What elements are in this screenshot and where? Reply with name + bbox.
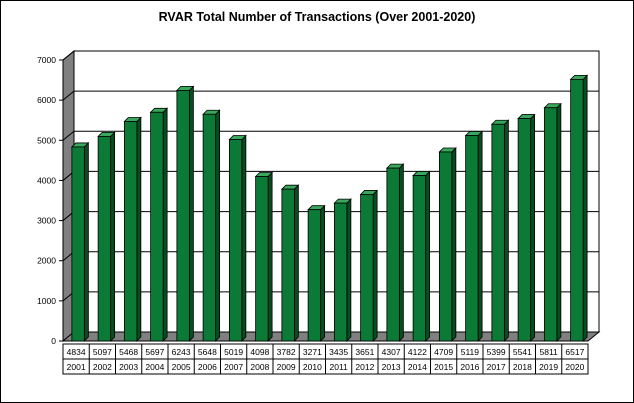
x-tick-label: 2016 bbox=[460, 362, 479, 372]
x-tick-label: 2002 bbox=[93, 362, 112, 372]
bar-side bbox=[451, 147, 457, 342]
bar-side bbox=[503, 119, 509, 342]
bar-side bbox=[136, 116, 142, 342]
bar bbox=[281, 188, 295, 342]
x-tick-label: 2019 bbox=[539, 362, 558, 372]
bar bbox=[491, 123, 505, 342]
gridline-side bbox=[62, 50, 75, 61]
data-label: 5811 bbox=[539, 347, 558, 357]
x-tick-label: 2017 bbox=[487, 362, 506, 372]
bar bbox=[386, 167, 400, 342]
bar bbox=[97, 135, 112, 342]
bar bbox=[150, 111, 164, 342]
bar-side bbox=[215, 109, 221, 342]
bar-side bbox=[556, 102, 562, 342]
x-tick-label: 2010 bbox=[303, 362, 322, 372]
y-tick-label: 3000 bbox=[37, 216, 56, 226]
x-tick-label: 2007 bbox=[224, 362, 243, 372]
bar bbox=[465, 135, 479, 342]
bar-side bbox=[425, 170, 431, 342]
bar bbox=[202, 113, 217, 342]
bar-side bbox=[477, 130, 483, 342]
y-tick-label: 1000 bbox=[37, 296, 56, 306]
x-tick-label: 2008 bbox=[250, 362, 269, 372]
bar bbox=[543, 107, 558, 342]
bar-side bbox=[530, 113, 536, 342]
data-label: 5697 bbox=[145, 347, 164, 357]
x-tick-label: 2003 bbox=[119, 362, 138, 372]
bar-side bbox=[320, 204, 326, 342]
y-tick-label: 0 bbox=[51, 336, 56, 346]
bar-side bbox=[188, 85, 194, 342]
y-tick-label: 7000 bbox=[37, 55, 56, 65]
gridline-side bbox=[62, 90, 75, 101]
data-label: 4122 bbox=[408, 347, 427, 357]
data-label: 5541 bbox=[513, 347, 532, 357]
bar bbox=[71, 146, 85, 342]
data-label: 4834 bbox=[67, 347, 86, 357]
data-label: 5119 bbox=[461, 347, 480, 357]
data-label: 4709 bbox=[434, 347, 453, 357]
chart-title: RVAR Total Number of Transactions (Over … bbox=[158, 10, 476, 24]
data-label: 5019 bbox=[224, 347, 243, 357]
bar-side bbox=[398, 163, 404, 342]
x-tick-label: 2012 bbox=[355, 362, 374, 372]
data-label: 6243 bbox=[172, 347, 191, 357]
bar bbox=[123, 121, 138, 342]
x-tick-label: 2011 bbox=[329, 362, 348, 372]
bar-side bbox=[241, 134, 247, 342]
x-tick-label: 2005 bbox=[172, 362, 191, 372]
data-label: 5399 bbox=[487, 347, 506, 357]
bar bbox=[228, 139, 243, 342]
data-label: 4307 bbox=[382, 347, 401, 357]
bar-side bbox=[582, 74, 588, 342]
y-tick-label: 2000 bbox=[37, 256, 56, 266]
y-tick-label: 4000 bbox=[37, 175, 56, 185]
x-tick-label: 2020 bbox=[565, 362, 584, 372]
x-tick-label: 2013 bbox=[382, 362, 401, 372]
bar bbox=[570, 78, 584, 342]
data-label: 5648 bbox=[198, 347, 217, 357]
data-label: 3271 bbox=[303, 347, 322, 357]
x-tick-label: 2004 bbox=[145, 362, 164, 372]
x-tick-label: 2006 bbox=[198, 362, 217, 372]
bar-side bbox=[372, 189, 378, 342]
bar bbox=[333, 202, 348, 342]
x-tick-label: 2018 bbox=[513, 362, 532, 372]
x-tick-label: 2001 bbox=[67, 362, 86, 372]
bar bbox=[255, 176, 269, 342]
bar-side bbox=[162, 107, 168, 342]
bar-side bbox=[267, 171, 273, 342]
bar-side bbox=[83, 141, 89, 342]
bar bbox=[360, 194, 374, 342]
data-label: 3435 bbox=[329, 347, 348, 357]
bar bbox=[517, 118, 532, 342]
data-label: 5468 bbox=[119, 347, 138, 357]
bar bbox=[438, 151, 453, 342]
bar bbox=[307, 209, 322, 342]
x-tick-label: 2009 bbox=[277, 362, 296, 372]
data-label: 3782 bbox=[277, 347, 296, 357]
bar bbox=[412, 175, 427, 342]
x-tick-label: 2015 bbox=[434, 362, 453, 372]
y-tick-label: 6000 bbox=[37, 95, 56, 105]
bar-side bbox=[110, 131, 116, 342]
data-label: 5097 bbox=[93, 347, 112, 357]
bar-side bbox=[346, 198, 352, 342]
data-label: 3651 bbox=[355, 347, 374, 357]
data-label: 6517 bbox=[565, 347, 584, 357]
gridline-side bbox=[62, 130, 75, 141]
bar-side bbox=[293, 184, 299, 342]
bar bbox=[176, 89, 190, 342]
data-label: 4098 bbox=[250, 347, 269, 357]
x-tick-label: 2014 bbox=[408, 362, 427, 372]
y-tick-label: 5000 bbox=[37, 135, 56, 145]
